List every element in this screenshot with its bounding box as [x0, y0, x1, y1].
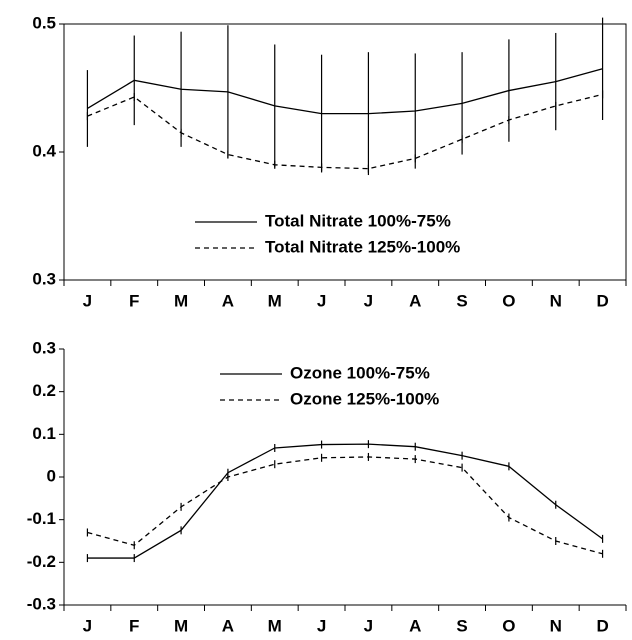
legend-label: Total Nitrate 125%-100% — [265, 237, 460, 256]
x-tick-label: A — [222, 616, 234, 635]
x-tick-label: N — [550, 291, 562, 310]
x-tick-label: O — [502, 291, 515, 310]
x-tick-label: A — [409, 291, 421, 310]
x-tick-label: J — [317, 616, 326, 635]
x-tick-label: M — [174, 616, 188, 635]
series-line — [87, 456, 603, 555]
y-tick-label: -0.1 — [27, 509, 56, 528]
x-tick-label: S — [456, 616, 467, 635]
x-tick-label: A — [409, 616, 421, 635]
x-tick-label: J — [364, 291, 373, 310]
x-tick-label: M — [268, 291, 282, 310]
x-tick-label: F — [129, 616, 139, 635]
y-tick-label: 0.4 — [32, 141, 56, 160]
series-line — [87, 93, 603, 170]
y-tick-label: 0.2 — [32, 381, 56, 400]
x-tick-label: M — [268, 616, 282, 635]
x-tick-label: M — [174, 291, 188, 310]
legend-label: Total Nitrate 100%-75% — [265, 211, 451, 230]
legend-label: Ozone 125%-100% — [290, 389, 439, 408]
y-tick-label: 0 — [47, 466, 56, 485]
x-tick-label: J — [83, 616, 92, 635]
y-tick-label: 0.3 — [32, 269, 56, 288]
x-tick-label: D — [596, 616, 608, 635]
y-tick-label: 0.1 — [32, 424, 56, 443]
y-tick-label: 0.3 — [32, 338, 56, 357]
series-line — [87, 68, 603, 115]
x-tick-label: S — [456, 291, 467, 310]
x-tick-label: D — [596, 291, 608, 310]
x-tick-label: J — [364, 616, 373, 635]
x-tick-label: F — [129, 291, 139, 310]
x-tick-label: J — [317, 291, 326, 310]
x-tick-label: O — [502, 616, 515, 635]
series-line — [87, 443, 603, 559]
legend-label: Ozone 100%-75% — [290, 363, 430, 382]
x-tick-label: J — [83, 291, 92, 310]
y-tick-label: -0.3 — [27, 594, 56, 613]
x-tick-label: A — [222, 291, 234, 310]
x-tick-label: N — [550, 616, 562, 635]
y-tick-label: -0.2 — [27, 552, 56, 571]
y-tick-label: 0.5 — [32, 13, 56, 32]
